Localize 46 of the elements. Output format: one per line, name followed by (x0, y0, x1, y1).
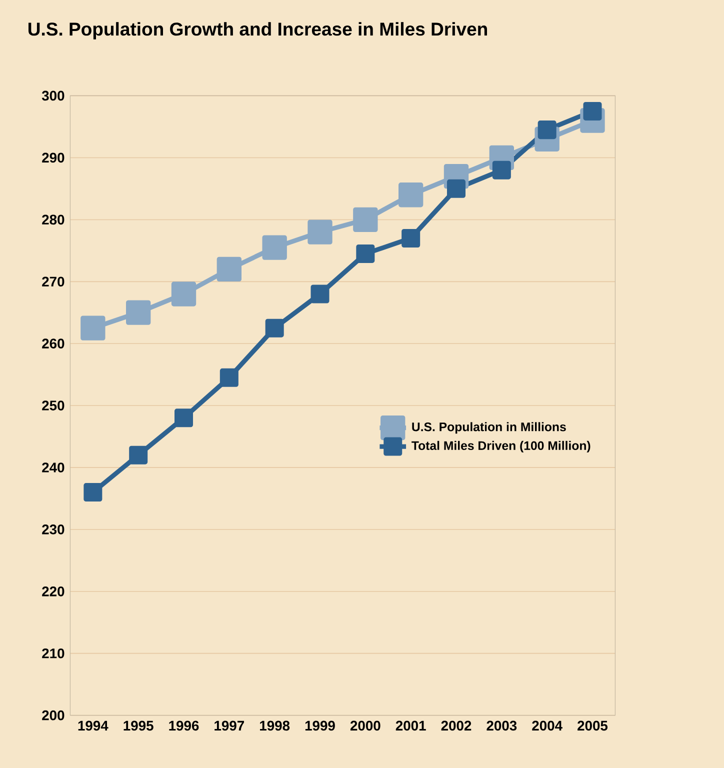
point (265, 318, 284, 338)
legend-label: Total Miles Driven (100 Million) (412, 440, 590, 452)
legend-label: U.S. Population in Millions (412, 422, 566, 434)
y-tick-label: 300 (42, 90, 64, 101)
point (492, 160, 511, 180)
point (583, 102, 602, 120)
point (174, 408, 193, 428)
point (84, 483, 102, 502)
point (129, 446, 148, 464)
chart-title: U.S. Population Growth and Increase in Miles Driven (28, 22, 487, 40)
point (80, 316, 106, 340)
y-tick-label: 200 (42, 710, 64, 720)
point (126, 300, 151, 325)
x-tick-label: 1996 (169, 720, 199, 731)
point (398, 182, 424, 208)
x-tick-label: 2002 (441, 720, 472, 731)
y-tick-label: 250 (42, 400, 64, 410)
x-tick-label: 2005 (577, 720, 608, 731)
x-tick-label: 2004 (532, 720, 562, 731)
y-tick-label: 210 (42, 648, 64, 658)
point (538, 120, 556, 140)
x-tick-label: 2000 (350, 720, 380, 731)
y-tick-label: 290 (42, 152, 64, 163)
y-tick-label: 280 (42, 214, 64, 225)
y-tick-label: 260 (42, 338, 64, 348)
x-tick-label: 1994 (78, 720, 108, 731)
point (310, 284, 330, 304)
point (262, 235, 287, 260)
x-tick-label: 2001 (396, 720, 426, 731)
y-tick-label: 270 (42, 276, 64, 287)
point (216, 256, 242, 282)
point (220, 368, 238, 387)
y-tick-label: 230 (42, 524, 64, 534)
point (353, 207, 378, 232)
y-tick-label: 220 (42, 586, 64, 596)
x-tick-label: 1997 (214, 720, 244, 731)
point (308, 220, 332, 244)
y-tick-label: 240 (42, 462, 64, 472)
x-tick-label: 1999 (305, 720, 335, 731)
point (171, 282, 196, 306)
x-tick-label: 2003 (486, 720, 517, 731)
point (446, 179, 466, 198)
x-tick-label: 1998 (260, 720, 290, 731)
x-tick-label: 1995 (124, 720, 154, 731)
point (356, 244, 375, 263)
point (402, 228, 420, 248)
